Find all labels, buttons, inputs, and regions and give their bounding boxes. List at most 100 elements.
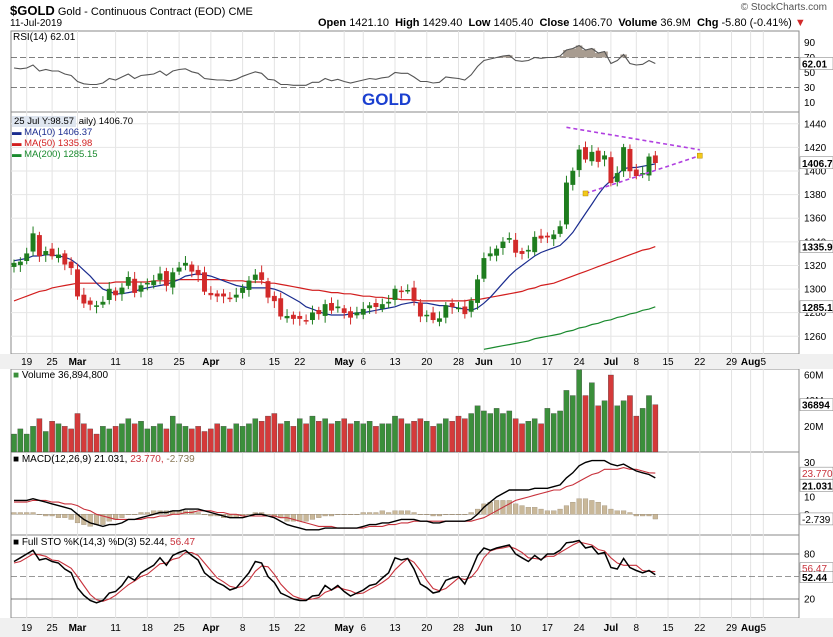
high-value: 1429.40 (422, 17, 463, 29)
volume-bar (157, 423, 163, 453)
macd-line (14, 459, 656, 531)
macd-hist-bar (17, 512, 23, 515)
ohlc-summary: Open 1421.10 High 1429.40 Low 1405.40 Cl… (318, 17, 806, 29)
volume-bar (519, 423, 525, 453)
volume-bar (290, 426, 297, 453)
macd-hist-bar (208, 514, 214, 517)
candle-body (417, 302, 423, 317)
macd-hist-bar (367, 512, 373, 515)
candle-body (640, 173, 646, 175)
volume-bar (582, 395, 589, 453)
candle-body (68, 261, 74, 269)
volume-bar (23, 433, 30, 453)
volume-bar (373, 426, 379, 453)
candle-body (290, 314, 296, 319)
volume-bar (639, 408, 646, 453)
volume-bar (43, 431, 49, 453)
sto-tick-label: 20 (804, 595, 816, 606)
candle-body (240, 287, 246, 293)
legend-ma200: ▬ MA(200) 1285.15 (12, 149, 98, 160)
legend-ma10-text: MA(10) 1406.37 (24, 127, 93, 138)
candle-body (583, 147, 588, 160)
macd-hist-bar (386, 512, 392, 515)
price-tick-label: 1300 (804, 285, 827, 296)
macd-hist-bar (265, 514, 271, 516)
macd-hist-bar (144, 512, 150, 515)
x-tick-label: 6 (360, 357, 366, 368)
volume-bar (544, 408, 551, 453)
x-tick-label: 19 (21, 623, 33, 634)
macd-hist-bar (640, 514, 646, 517)
candle-body (354, 312, 360, 316)
candle-body (43, 251, 49, 256)
x-tick-label: 13 (389, 623, 401, 634)
last-ma50-tag-bg (799, 240, 833, 253)
macd-hist-bar (430, 514, 436, 517)
macd-hist-bar (132, 514, 138, 516)
volume-bar (328, 423, 335, 453)
macd-hist-bar (494, 500, 500, 515)
ma50-line (13, 246, 656, 302)
volume-bar (474, 405, 481, 453)
volume-bar (125, 418, 132, 453)
volume-bar (392, 415, 398, 453)
volume-last-tag: 36894 (802, 401, 830, 412)
volume-bar (462, 418, 468, 453)
volume-label: Volume (618, 17, 658, 29)
macd-hist-bar (602, 505, 608, 515)
open-label: Open (318, 17, 347, 29)
candle-body (151, 280, 157, 286)
candle-body (246, 280, 252, 290)
candle-body (348, 311, 354, 318)
exchange-label: CME (228, 6, 253, 18)
candle-body (125, 277, 131, 286)
macd-hist-text: -2.739 (166, 454, 195, 465)
volume-bar (500, 413, 506, 453)
x-tick-label: 22 (694, 623, 706, 634)
candle-body (335, 306, 341, 309)
rsi-tick-label: 10 (804, 98, 816, 109)
candle-body (646, 156, 652, 176)
macd-hist-bar (195, 512, 201, 515)
x-tick-label: 8 (240, 357, 246, 368)
last-close-tag-bg (799, 156, 833, 170)
candle-body (202, 272, 207, 292)
candle-body (81, 294, 87, 304)
candle-body (30, 233, 36, 252)
x-tick-label: Mar (69, 623, 87, 634)
candle-body (475, 279, 481, 303)
volume-bar (449, 421, 455, 453)
price-legend: 25 Jul Y:98.57 aily) 1406.70 ▬ MA(10) 14… (12, 116, 133, 160)
macd-hist-bar (62, 514, 68, 518)
candle-body (576, 149, 582, 171)
candle-body (449, 302, 455, 308)
candle-body (564, 182, 569, 225)
triangle-anchor (582, 190, 589, 197)
open-value: 1421.10 (349, 17, 389, 29)
last-close-tag: 1406.7 (802, 159, 833, 170)
sto-title: ■ Full STO %K(14,3) %D(3) 52.44, 56.47 (13, 537, 196, 548)
x-tick-label: 28 (453, 623, 465, 634)
volume-bar (595, 405, 601, 453)
macd-hist-bar (138, 512, 144, 515)
volume-bar (271, 413, 278, 453)
volume-bar (119, 423, 125, 453)
volume-bar (169, 415, 176, 453)
chart-header-left: $GOLD Gold - Continuous Contract (EOD) C… (10, 3, 253, 18)
volume-bar (36, 418, 43, 453)
volume-bar (379, 423, 386, 453)
x-tick-label: 25 (174, 357, 186, 368)
candle-body (405, 290, 411, 292)
candle-body (525, 249, 531, 252)
candle-body (589, 151, 595, 162)
candle-body (570, 170, 576, 185)
volume-bar (176, 423, 182, 453)
price-tick-label: 1420 (804, 143, 827, 154)
candle-body (621, 147, 627, 172)
volume-bar (309, 415, 316, 453)
x-tick-label: 18 (142, 357, 154, 368)
macd-hist-bar (125, 514, 131, 516)
volume-bar (208, 428, 214, 453)
brand-label: © StockCharts.com (740, 2, 827, 13)
